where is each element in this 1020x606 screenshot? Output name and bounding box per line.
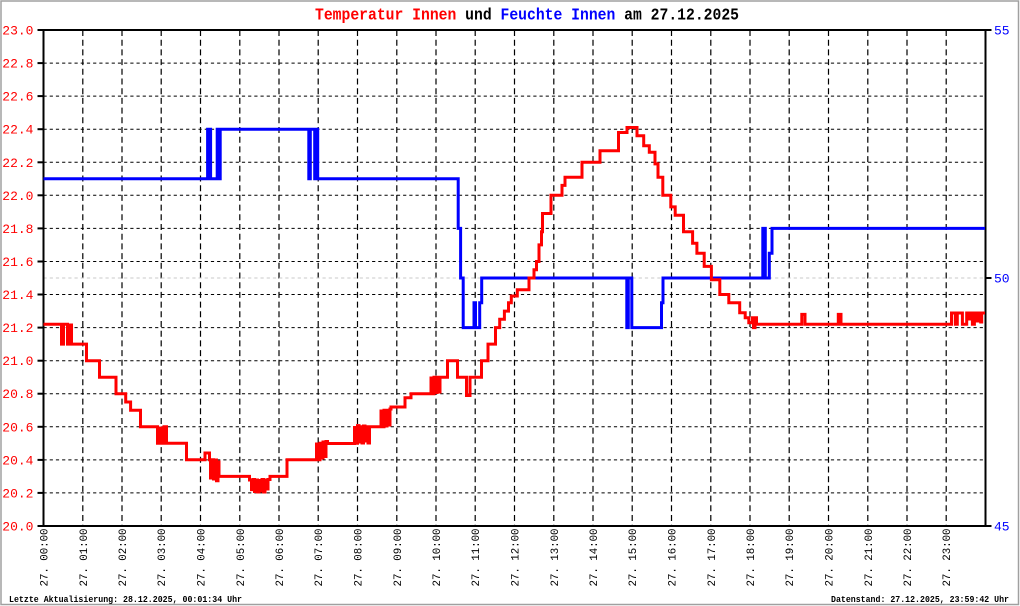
svg-text:21.6: 21.6	[2, 255, 33, 270]
svg-text:45: 45	[994, 520, 1010, 535]
svg-text:21.8: 21.8	[2, 222, 33, 237]
svg-text:27. 22:00: 27. 22:00	[903, 529, 915, 587]
svg-text:27. 05:00: 27. 05:00	[236, 529, 248, 587]
svg-text:27. 10:00: 27. 10:00	[432, 529, 444, 587]
svg-text:21.4: 21.4	[2, 288, 33, 303]
svg-text:20.6: 20.6	[2, 420, 33, 435]
svg-text:27. 20:00: 27. 20:00	[825, 529, 837, 587]
svg-text:27. 03:00: 27. 03:00	[157, 529, 169, 587]
svg-text:22.8: 22.8	[2, 57, 33, 72]
svg-text:20.0: 20.0	[2, 520, 33, 535]
svg-text:27. 19:00: 27. 19:00	[785, 529, 797, 587]
svg-text:27. 18:00: 27. 18:00	[746, 529, 758, 587]
svg-text:27. 15:00: 27. 15:00	[628, 529, 640, 587]
svg-text:27. 04:00: 27. 04:00	[197, 529, 209, 587]
svg-text:27. 00:00: 27. 00:00	[40, 529, 52, 587]
svg-text:Letzte Aktualisierung: 28.12.2: Letzte Aktualisierung: 28.12.2025, 00:01…	[9, 594, 242, 605]
svg-text:22.4: 22.4	[2, 123, 33, 138]
svg-text:27. 11:00: 27. 11:00	[471, 529, 483, 587]
svg-text:20.4: 20.4	[2, 453, 33, 468]
svg-text:27. 23:00: 27. 23:00	[942, 529, 954, 587]
svg-text:27. 14:00: 27. 14:00	[589, 529, 601, 587]
svg-text:55: 55	[994, 24, 1010, 39]
svg-text:50: 50	[994, 272, 1010, 287]
svg-text:27. 02:00: 27. 02:00	[118, 529, 130, 587]
svg-text:27. 17:00: 27. 17:00	[707, 529, 719, 587]
svg-text:27. 07:00: 27. 07:00	[314, 529, 326, 587]
svg-text:22.0: 22.0	[2, 189, 33, 204]
svg-text:27. 12:00: 27. 12:00	[511, 529, 523, 587]
svg-text:Datenstand: 27.12.2025, 23:59:: Datenstand: 27.12.2025, 23:59:42 Uhr	[831, 594, 1009, 605]
svg-text:27. 09:00: 27. 09:00	[393, 529, 405, 587]
svg-text:27. 21:00: 27. 21:00	[864, 529, 876, 587]
svg-text:21.2: 21.2	[2, 321, 33, 336]
svg-text:20.2: 20.2	[2, 486, 33, 501]
svg-text:23.0: 23.0	[2, 24, 33, 39]
svg-text:27. 01:00: 27. 01:00	[79, 529, 91, 587]
svg-text:27. 06:00: 27. 06:00	[275, 529, 287, 587]
svg-text:27. 08:00: 27. 08:00	[354, 529, 366, 587]
svg-text:27. 13:00: 27. 13:00	[550, 529, 562, 587]
svg-text:27. 16:00: 27. 16:00	[668, 529, 680, 587]
svg-text:20.8: 20.8	[2, 387, 33, 402]
svg-text:22.2: 22.2	[2, 156, 33, 171]
svg-text:22.6: 22.6	[2, 90, 33, 105]
svg-text:21.0: 21.0	[2, 354, 33, 369]
svg-text:Temperatur Innen und Feuchte I: Temperatur Innen und Feuchte Innen am 27…	[315, 7, 739, 26]
